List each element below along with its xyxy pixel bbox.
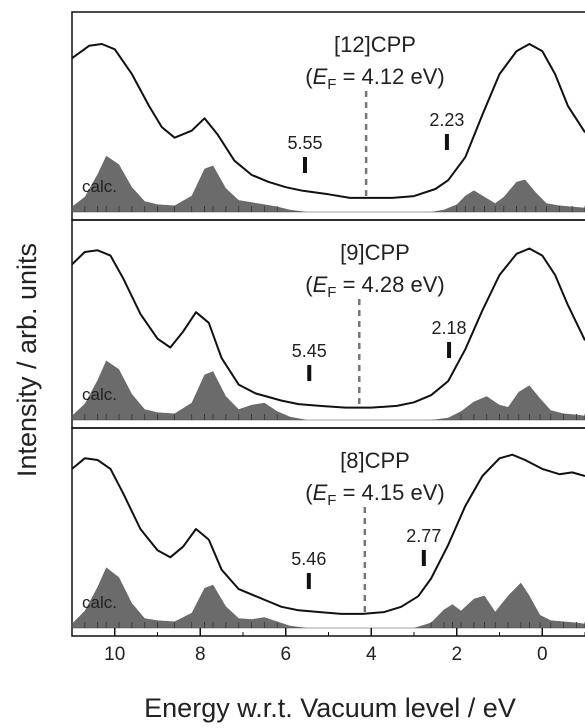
fermi-energy-label: (EF = 4.15 eV) bbox=[305, 480, 444, 509]
onset-marker: 2.77 bbox=[406, 526, 441, 566]
ef-symbol: E bbox=[313, 272, 328, 297]
x-tick-label: 0 bbox=[537, 644, 548, 665]
x-tick-label: 4 bbox=[366, 644, 377, 665]
panel-frame bbox=[71, 427, 585, 637]
calc-spectrum-area bbox=[72, 567, 585, 628]
onset-marker: 5.45 bbox=[292, 341, 327, 381]
ef-prefix: ( bbox=[305, 480, 313, 505]
x-axis: 10 8 6 4 2 0 bbox=[71, 628, 585, 665]
ef-value: = 4.12 eV) bbox=[336, 64, 444, 89]
onset-tick bbox=[447, 342, 452, 358]
panel-title: [9]CPP bbox=[340, 240, 410, 265]
ef-prefix: ( bbox=[305, 64, 313, 89]
onset-label: 5.55 bbox=[287, 133, 322, 153]
measured-spectrum-line bbox=[71, 453, 585, 615]
calc-spectrum-area bbox=[72, 360, 585, 420]
x-tick-label: 10 bbox=[104, 644, 125, 665]
onset-tick bbox=[306, 573, 311, 589]
calc-label: calc. bbox=[82, 177, 117, 196]
calc-stick-marks bbox=[71, 414, 585, 420]
onset-tick bbox=[444, 134, 449, 150]
panel-frame bbox=[71, 11, 585, 221]
ef-value: = 4.15 eV) bbox=[336, 480, 444, 505]
calc-stick-marks bbox=[71, 622, 585, 628]
calc-spectrum-area bbox=[72, 155, 585, 212]
onset-tick bbox=[421, 550, 426, 566]
calc-label: calc. bbox=[82, 593, 117, 612]
fermi-energy-label: (EF = 4.28 eV) bbox=[305, 272, 444, 301]
panels: [12]CPP(EF = 4.12 eV)calc.5.552.23[9]CPP… bbox=[71, 11, 585, 637]
onset-label: 2.23 bbox=[429, 110, 464, 130]
x-tick-label: 2 bbox=[451, 644, 462, 665]
ef-symbol: E bbox=[313, 64, 328, 89]
ef-value: = 4.28 eV) bbox=[336, 272, 444, 297]
ef-symbol: E bbox=[313, 480, 328, 505]
onset-label: 2.77 bbox=[406, 526, 441, 546]
x-tick-label: 8 bbox=[195, 644, 206, 665]
panel-title: [12]CPP bbox=[334, 32, 416, 57]
panel-frame bbox=[71, 219, 585, 429]
ef-prefix: ( bbox=[305, 272, 313, 297]
ef-subscript: F bbox=[327, 492, 336, 509]
measured-spectrum-line bbox=[71, 247, 585, 409]
onset-marker: 5.55 bbox=[287, 133, 323, 173]
measured-spectrum-line bbox=[71, 43, 585, 199]
panel-title: [8]CPP bbox=[340, 448, 410, 473]
y-axis-label: Intensity / arb. units bbox=[12, 243, 42, 477]
ef-subscript: F bbox=[327, 76, 336, 93]
panel-1: [9]CPP (EF = 4.28 eV) calc. 5.45 2.18 bbox=[71, 219, 585, 429]
calc-stick-marks bbox=[71, 206, 585, 212]
onset-tick bbox=[302, 157, 307, 173]
x-tick-label: 6 bbox=[280, 644, 291, 665]
fermi-energy-label: (EF = 4.12 eV) bbox=[305, 64, 444, 93]
onset-label: 5.45 bbox=[292, 341, 327, 361]
onset-label: 2.18 bbox=[432, 318, 467, 338]
ef-subscript: F bbox=[327, 284, 336, 301]
onset-marker: 2.18 bbox=[432, 318, 467, 358]
x-axis-label: Energy w.r.t. Vacuum level / eV bbox=[144, 693, 516, 723]
onset-marker: 2.23 bbox=[429, 110, 464, 150]
calc-label: calc. bbox=[82, 385, 117, 404]
onset-marker: 5.46 bbox=[291, 549, 326, 589]
panel-2: [8]CPP (EF = 4.15 eV) calc. 5.46 2.77 bbox=[71, 427, 585, 637]
onset-tick bbox=[307, 365, 312, 381]
panel-0: [12]CPP (EF = 4.12 eV) calc. 5.55 2.23 bbox=[71, 11, 585, 221]
onset-label: 5.46 bbox=[291, 549, 326, 569]
